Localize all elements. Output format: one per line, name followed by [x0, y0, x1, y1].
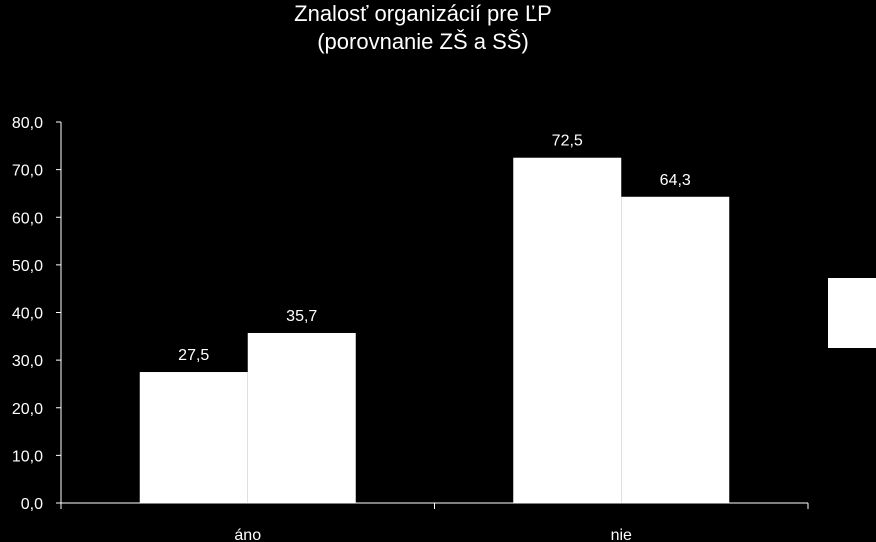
data-label: 35,7: [286, 308, 317, 325]
y-tick-label: 70,0: [12, 163, 43, 180]
bar: [621, 196, 730, 504]
x-category-label: áno: [234, 527, 261, 542]
y-tick-label: 40,0: [12, 306, 43, 323]
bar: [139, 372, 248, 503]
data-label: 72,5: [552, 133, 583, 150]
y-tick-label: 10,0: [12, 448, 43, 465]
bar: [247, 332, 356, 503]
bar: [513, 157, 622, 503]
chart-title-block: Znalosť organizácií pre ĽP (porovnanie Z…: [0, 0, 846, 56]
data-label: 27,5: [178, 347, 209, 364]
y-tick-label: 0,0: [21, 496, 43, 513]
legend-box: [828, 278, 876, 348]
y-tick-label: 20,0: [12, 401, 43, 418]
data-label: 64,3: [660, 172, 691, 189]
y-tick-label: 30,0: [12, 353, 43, 370]
y-tick-label: 80,0: [12, 115, 43, 132]
y-tick-label: 50,0: [12, 258, 43, 275]
x-category-label: nie: [611, 527, 632, 542]
chart-title: Znalosť organizácií pre ĽP: [294, 1, 552, 26]
y-tick-label: 60,0: [12, 210, 43, 227]
chart-subtitle: (porovnanie ZŠ a SŠ): [317, 29, 529, 54]
